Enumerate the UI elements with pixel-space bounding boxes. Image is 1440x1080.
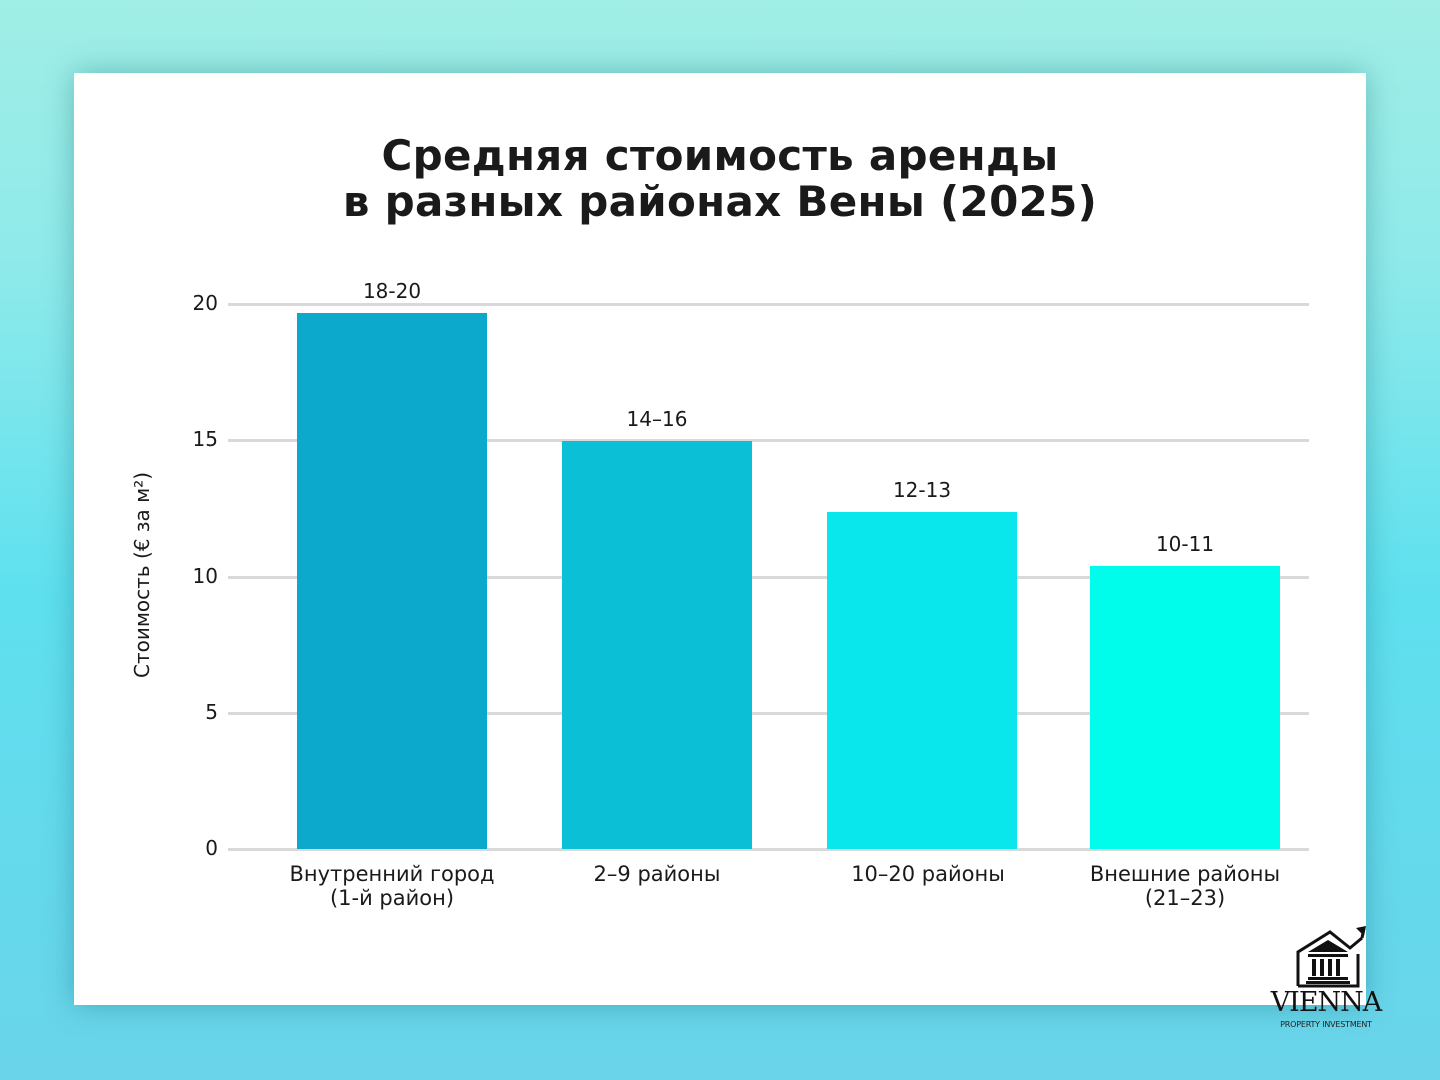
- gridline-20: [228, 303, 1309, 306]
- logo-subtitle: PROPERTY INVESTMENT: [1280, 1020, 1372, 1029]
- gridline-0: [228, 848, 1309, 851]
- gridline-15: [228, 439, 1309, 442]
- category-label-outer-districts: Внешние районы (21–23): [1055, 862, 1315, 910]
- bar-districts-10-20: [827, 511, 1017, 849]
- plot-area: 0 5 10 15 20 18-20 14–16 12-13 10-11 Вну…: [74, 73, 1366, 1005]
- category-label-districts-10-20: 10–20 районы: [798, 862, 1058, 886]
- bar-inner-city: [297, 313, 487, 849]
- category-line-1: 10–20 районы: [851, 862, 1005, 886]
- value-label-inner-city: 18-20: [362, 279, 422, 304]
- value-label-districts-10-20: 12-13: [892, 477, 952, 502]
- logo-wordmark: VIENNA: [1270, 987, 1383, 1018]
- y-tick-10: 10: [192, 564, 218, 588]
- gridline-5: [228, 712, 1309, 715]
- category-line-1: 2–9 районы: [593, 862, 721, 886]
- category-label-inner-city: Внутренний город (1-й район): [262, 862, 522, 910]
- y-tick-5: 5: [205, 700, 218, 724]
- category-line-2: (1-й район): [329, 886, 455, 910]
- bar-outer-districts: [1090, 566, 1280, 849]
- category-line-1: Внешние районы: [1089, 862, 1281, 886]
- gridline-10: [228, 576, 1309, 579]
- category-line-1: Внутренний город: [289, 862, 495, 886]
- category-label-districts-2-9: 2–9 районы: [527, 862, 787, 886]
- y-tick-0: 0: [205, 836, 218, 860]
- y-tick-15: 15: [192, 427, 218, 451]
- value-label-districts-2-9: 14–16: [626, 407, 688, 431]
- chart-title-line-2: в разных районах Вены (2025): [342, 177, 1098, 226]
- chart-card: Средняя стоимость аренды в разных района…: [74, 73, 1366, 1005]
- value-label-outer-districts: 10-11: [1155, 532, 1215, 557]
- chart-title-line-1: Средняя стоимость аренды: [381, 131, 1059, 180]
- y-tick-20: 20: [192, 291, 218, 315]
- bar-districts-2-9: [562, 441, 752, 849]
- building-growth-icon: [1296, 926, 1366, 988]
- category-line-2: (21–23): [1144, 886, 1226, 910]
- chart-title: Средняя стоимость аренды в разных района…: [74, 133, 1366, 225]
- vienna-property-logo: VIENNA PROPERTY INVESTMENT: [1266, 924, 1388, 1034]
